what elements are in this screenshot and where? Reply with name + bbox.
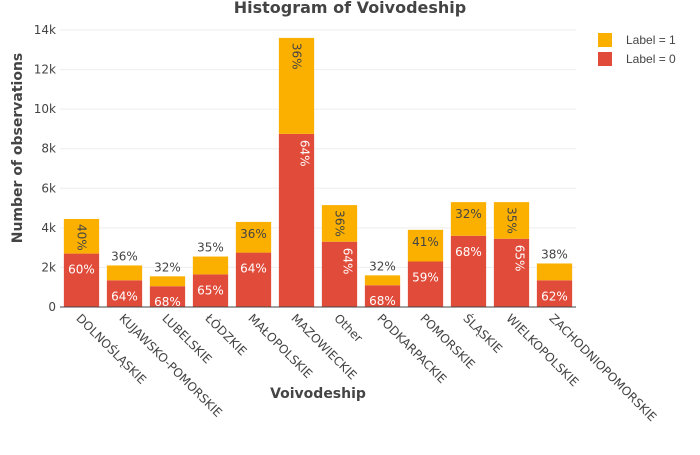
- y-tick-label: 14k: [34, 23, 56, 37]
- y-tick-label: 6k: [41, 181, 56, 195]
- x-tick-label: Other: [331, 311, 365, 345]
- bar-label-0[interactable]: [192, 274, 229, 307]
- legend-text-label-0: Label = 0: [626, 51, 676, 66]
- y-tick-label: 10k: [34, 102, 56, 116]
- y-tick-label: 8k: [41, 142, 56, 156]
- bar-label-1[interactable]: [407, 229, 444, 262]
- data-label-label-1: 35%: [505, 207, 519, 234]
- data-label-label-1: 36%: [333, 210, 347, 237]
- data-label-label-0: 62%: [541, 289, 568, 303]
- data-label-label-1: 32%: [369, 259, 396, 273]
- y-tick-label: 12k: [34, 63, 56, 77]
- chart-title: Histogram of Voivodeship: [234, 0, 467, 17]
- legend-item-label-0[interactable]: Label = 0: [598, 49, 676, 68]
- bar-label-0[interactable]: [321, 241, 358, 307]
- bar-label-0[interactable]: [278, 133, 315, 307]
- x-tick-label: WIELKOPOLSKIE: [503, 311, 581, 389]
- bar-label-1[interactable]: [278, 37, 315, 134]
- bar-label-1[interactable]: [364, 275, 401, 286]
- data-label-label-0: 64%: [240, 262, 267, 276]
- data-label-label-0: 64%: [341, 248, 355, 275]
- data-label-label-0: 64%: [298, 140, 312, 167]
- legend-item-label-1[interactable]: Label = 1: [598, 30, 676, 49]
- data-label-label-0: 65%: [513, 245, 527, 272]
- bar-label-0[interactable]: [450, 235, 487, 307]
- legend-swatch-label-0: [598, 51, 612, 66]
- legend: Label = 1 Label = 0: [598, 30, 676, 68]
- y-tick-label: 0: [48, 300, 56, 314]
- data-label-label-0: 68%: [369, 294, 396, 308]
- x-tick-label: ŚLĄSKIE: [460, 311, 505, 356]
- bar-label-0[interactable]: [536, 280, 573, 307]
- legend-swatch-label-1: [598, 32, 612, 47]
- bar-label-0[interactable]: [364, 285, 401, 307]
- legend-text-label-1: Label = 1: [626, 32, 676, 47]
- bar-label-0[interactable]: [106, 280, 143, 307]
- data-label-label-1: 41%: [412, 235, 439, 249]
- data-label-label-0: 60%: [68, 263, 95, 277]
- data-label-label-0: 64%: [111, 289, 138, 303]
- bar-label-1[interactable]: [192, 256, 229, 275]
- data-label-label-1: 36%: [290, 43, 304, 70]
- data-label-label-0: 68%: [455, 245, 482, 259]
- data-label-label-1: 32%: [154, 260, 181, 274]
- data-label-label-0: 59%: [412, 270, 439, 284]
- y-tick-label: 4k: [41, 221, 56, 235]
- bar-label-0[interactable]: [149, 286, 186, 307]
- data-label-label-0: 65%: [197, 283, 224, 297]
- bar-label-0[interactable]: [63, 253, 100, 307]
- bar-label-0[interactable]: [407, 261, 444, 307]
- bar-label-1[interactable]: [149, 276, 186, 287]
- y-tick-label: 2k: [41, 260, 56, 274]
- bar-label-1[interactable]: [493, 202, 530, 239]
- bar-label-1[interactable]: [63, 218, 100, 254]
- x-axis-title: Voivodeship: [270, 386, 366, 402]
- data-label-label-1: 40%: [75, 224, 89, 251]
- bar-label-1[interactable]: [106, 265, 143, 281]
- data-label-label-1: 35%: [197, 241, 224, 255]
- y-axis-title: Number of observations: [10, 53, 26, 244]
- data-label-label-0: 68%: [154, 295, 181, 309]
- bar-label-1[interactable]: [321, 205, 358, 242]
- bar-label-0[interactable]: [235, 252, 272, 307]
- bar-label-1[interactable]: [235, 221, 272, 253]
- data-label-label-1: 38%: [541, 247, 568, 261]
- data-label-label-1: 36%: [240, 227, 267, 241]
- data-label-label-1: 32%: [455, 207, 482, 221]
- bar-label-1[interactable]: [536, 263, 573, 281]
- data-label-label-1: 36%: [111, 249, 138, 263]
- bar-label-0[interactable]: [493, 238, 530, 307]
- bar-label-1[interactable]: [450, 202, 487, 236]
